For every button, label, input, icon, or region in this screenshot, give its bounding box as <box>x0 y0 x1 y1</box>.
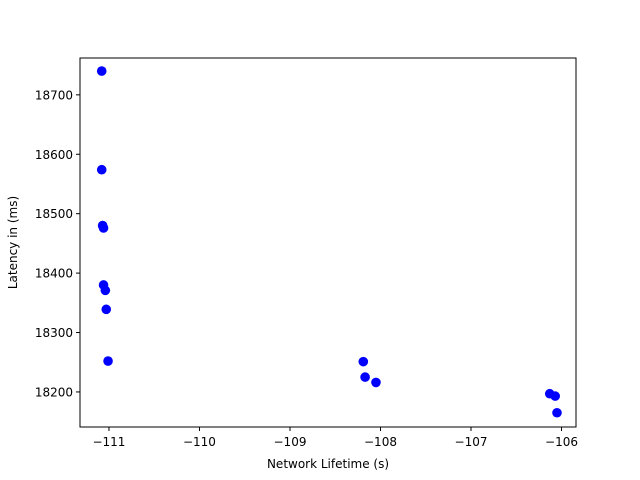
data-points <box>96 66 562 418</box>
data-point <box>371 377 381 388</box>
x-axis-ticks: −111 −110 −109 −108 −107 −106 <box>92 427 578 449</box>
plot-frame <box>79 57 577 428</box>
data-point <box>98 223 109 233</box>
x-tick-label: −108 <box>364 435 397 449</box>
data-point <box>552 407 562 418</box>
data-point <box>550 391 560 401</box>
x-tick-label: −110 <box>183 435 216 449</box>
y-tick-label: 18300 <box>35 326 73 340</box>
y-tick-label: 18700 <box>35 88 73 102</box>
data-point <box>360 372 370 382</box>
y-tick-label: 18400 <box>35 267 73 281</box>
data-point <box>358 356 369 367</box>
data-point <box>96 164 107 175</box>
y-axis-ticks: 18200 18300 18400 18500 18600 18700 <box>35 88 80 399</box>
x-tick-label: −106 <box>545 435 578 449</box>
x-axis-label: Network Lifetime (s) <box>267 457 389 471</box>
x-tick-label: −109 <box>274 435 307 449</box>
data-point <box>101 304 112 315</box>
x-tick-label: −107 <box>455 435 488 449</box>
y-tick-label: 18200 <box>35 385 73 399</box>
y-tick-label: 18500 <box>35 207 73 221</box>
data-point <box>103 356 113 366</box>
data-point <box>96 66 107 76</box>
y-axis-label: Latency in (ms) <box>6 196 20 289</box>
data-point <box>100 285 111 296</box>
x-tick-label: −111 <box>92 435 125 449</box>
y-tick-label: 18600 <box>35 148 73 162</box>
